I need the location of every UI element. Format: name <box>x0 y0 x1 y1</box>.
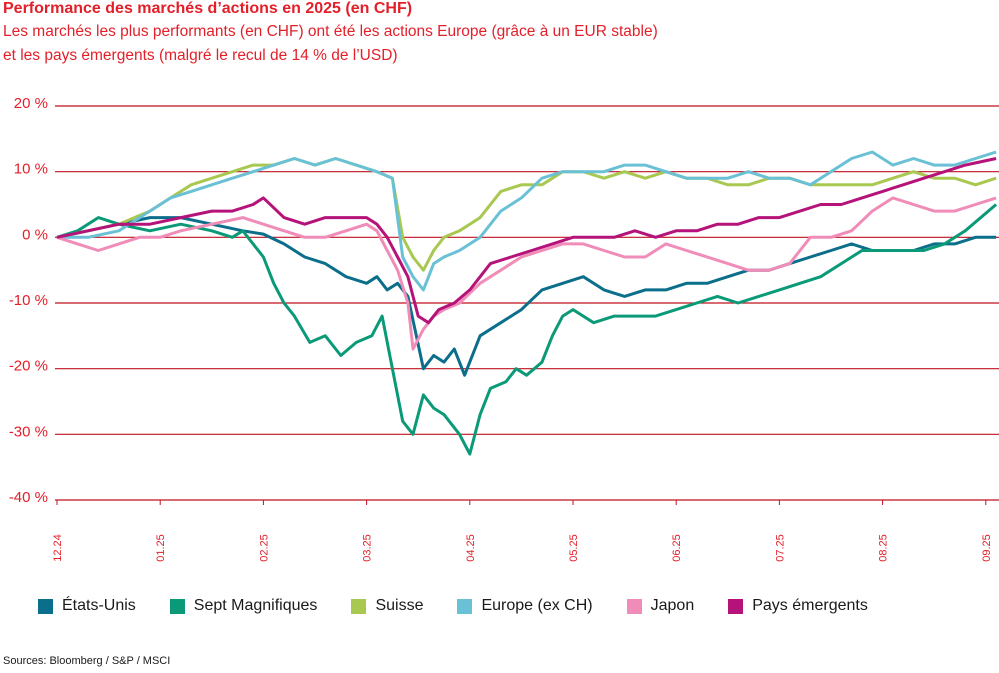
y-tick-label: 10 % <box>14 161 48 178</box>
legend-item: Sept Magnifiques <box>169 597 318 615</box>
x-tick-label: 04.25 <box>465 534 477 562</box>
y-tick-label: 0 % <box>22 226 48 243</box>
x-tick-label: 01.25 <box>155 534 167 562</box>
legend-swatch <box>38 598 53 614</box>
legend-label: Japon <box>650 597 695 614</box>
series-line-suisse <box>56 157 997 272</box>
y-axis-labels: 20 % 10 % 0 % -10 % -20 % -30 % -40 % <box>9 95 48 506</box>
legend-swatch <box>728 598 744 614</box>
legend-swatch <box>351 598 367 614</box>
legend-swatch <box>169 598 185 614</box>
legend-label: Suisse <box>375 597 424 614</box>
series-line-japon <box>56 196 997 351</box>
legend-label: Europe (ex CH) <box>481 597 593 614</box>
x-tick-label: 08.25 <box>878 534 890 562</box>
legend-label: Sept Magnifiques <box>193 597 318 614</box>
legend-item: États-Unis <box>38 597 136 615</box>
legend-item: Japon <box>626 597 695 615</box>
chart-title: Performance des marchés d’actions en 202… <box>3 0 413 17</box>
legend-label: États-Unis <box>62 597 136 614</box>
chart-subtitle-line-2: et les pays émergents (malgré le recul d… <box>3 47 398 64</box>
chart-legend: États-Unis Sept Magnifiques Suisse Europe (… <box>38 597 902 615</box>
chart-subtitle-line-1: Les marchés les plus performants (en CHF… <box>3 23 658 40</box>
legend-label: Pays émergents <box>752 597 868 614</box>
legend-item: Europe (ex CH) <box>457 597 593 615</box>
x-tick-label: 06.25 <box>671 534 683 562</box>
series-line-europe-ex-ch- <box>57 150 997 292</box>
series-line--tats-unis <box>56 216 997 377</box>
series-line-sept-magnifiques <box>56 203 998 456</box>
x-tick-label: 12.24 <box>52 534 64 562</box>
x-axis-labels: 12.24 01.25 02.25 03.25 04.25 05.25 06.25 07.25… <box>52 534 993 562</box>
y-tick-label: -40 % <box>9 489 48 506</box>
y-tick-label: -20 % <box>9 358 48 375</box>
x-tick-label: 02.25 <box>258 534 270 562</box>
legend-swatch <box>457 598 473 614</box>
series-line-pays-mergents <box>56 157 997 325</box>
series-layer <box>56 150 998 456</box>
legend-item: Suisse <box>351 597 423 615</box>
x-tick-label: 07.25 <box>774 534 786 562</box>
y-tick-label: -10 % <box>9 292 48 309</box>
x-tick-label: 05.25 <box>568 534 580 562</box>
source-note: Sources: Bloomberg / S&P / MSCI <box>3 655 171 667</box>
legend-item: Pays émergents <box>728 597 868 615</box>
y-tick-label: -30 % <box>9 423 48 440</box>
y-tick-label: 20 % <box>14 95 48 112</box>
legend-swatch <box>626 598 642 614</box>
x-tick-label: 03.25 <box>362 534 374 562</box>
x-tick-label: 09.25 <box>981 534 993 562</box>
